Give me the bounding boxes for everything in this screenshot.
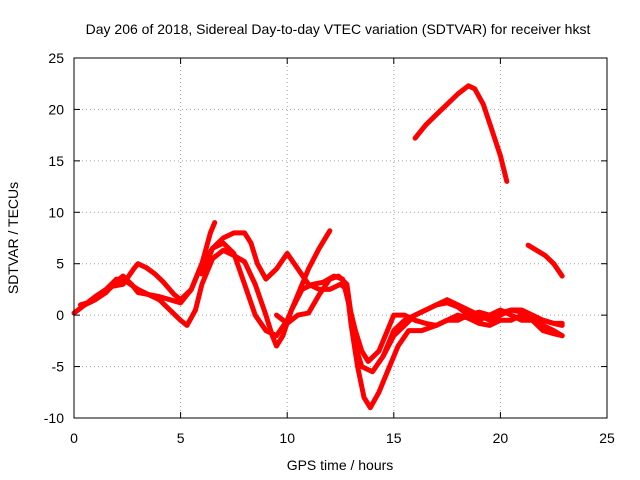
y-tick-label: 10 xyxy=(48,204,64,220)
y-tick-label: 5 xyxy=(56,256,64,272)
x-tick-labels: 0 5 10 15 20 25 xyxy=(70,430,615,446)
x-tick-label: 10 xyxy=(279,430,295,446)
series-track-3 xyxy=(82,230,565,411)
y-tick-label: -10 xyxy=(44,410,64,426)
series-track-6-markers xyxy=(383,298,564,357)
y-tick-label: 15 xyxy=(48,153,64,169)
x-tick-label: 5 xyxy=(177,430,185,446)
y-tick-label: 25 xyxy=(48,50,64,66)
axis-ticks xyxy=(73,57,608,419)
x-tick-label: 0 xyxy=(70,430,78,446)
y-tick-label: 0 xyxy=(56,307,64,323)
series-track-3-markers xyxy=(84,231,564,408)
x-tick-label: 20 xyxy=(493,430,509,446)
plot-frame xyxy=(73,57,608,419)
series-track-7-markers xyxy=(415,84,509,182)
series-track-8 xyxy=(525,242,565,279)
x-axis-label: GPS time / hours xyxy=(287,457,394,473)
x-tick-label: 15 xyxy=(386,430,402,446)
y-axis-label: SDTVAR / TECUs xyxy=(5,182,21,294)
y-tick-label: 20 xyxy=(48,101,64,117)
x-tick-label: 25 xyxy=(599,430,615,446)
series-track-4-markers xyxy=(201,229,332,336)
series-layer xyxy=(71,83,565,411)
series-track-8-markers xyxy=(528,243,564,277)
y-tick-label: -5 xyxy=(52,359,65,375)
series-track-7 xyxy=(412,83,510,184)
series-track-5-markers xyxy=(276,274,564,372)
y-tick-labels: -10 -5 0 5 10 15 20 25 xyxy=(44,50,64,426)
chart-title: Day 206 of 2018, Sidereal Day-to-day VTE… xyxy=(86,21,591,37)
